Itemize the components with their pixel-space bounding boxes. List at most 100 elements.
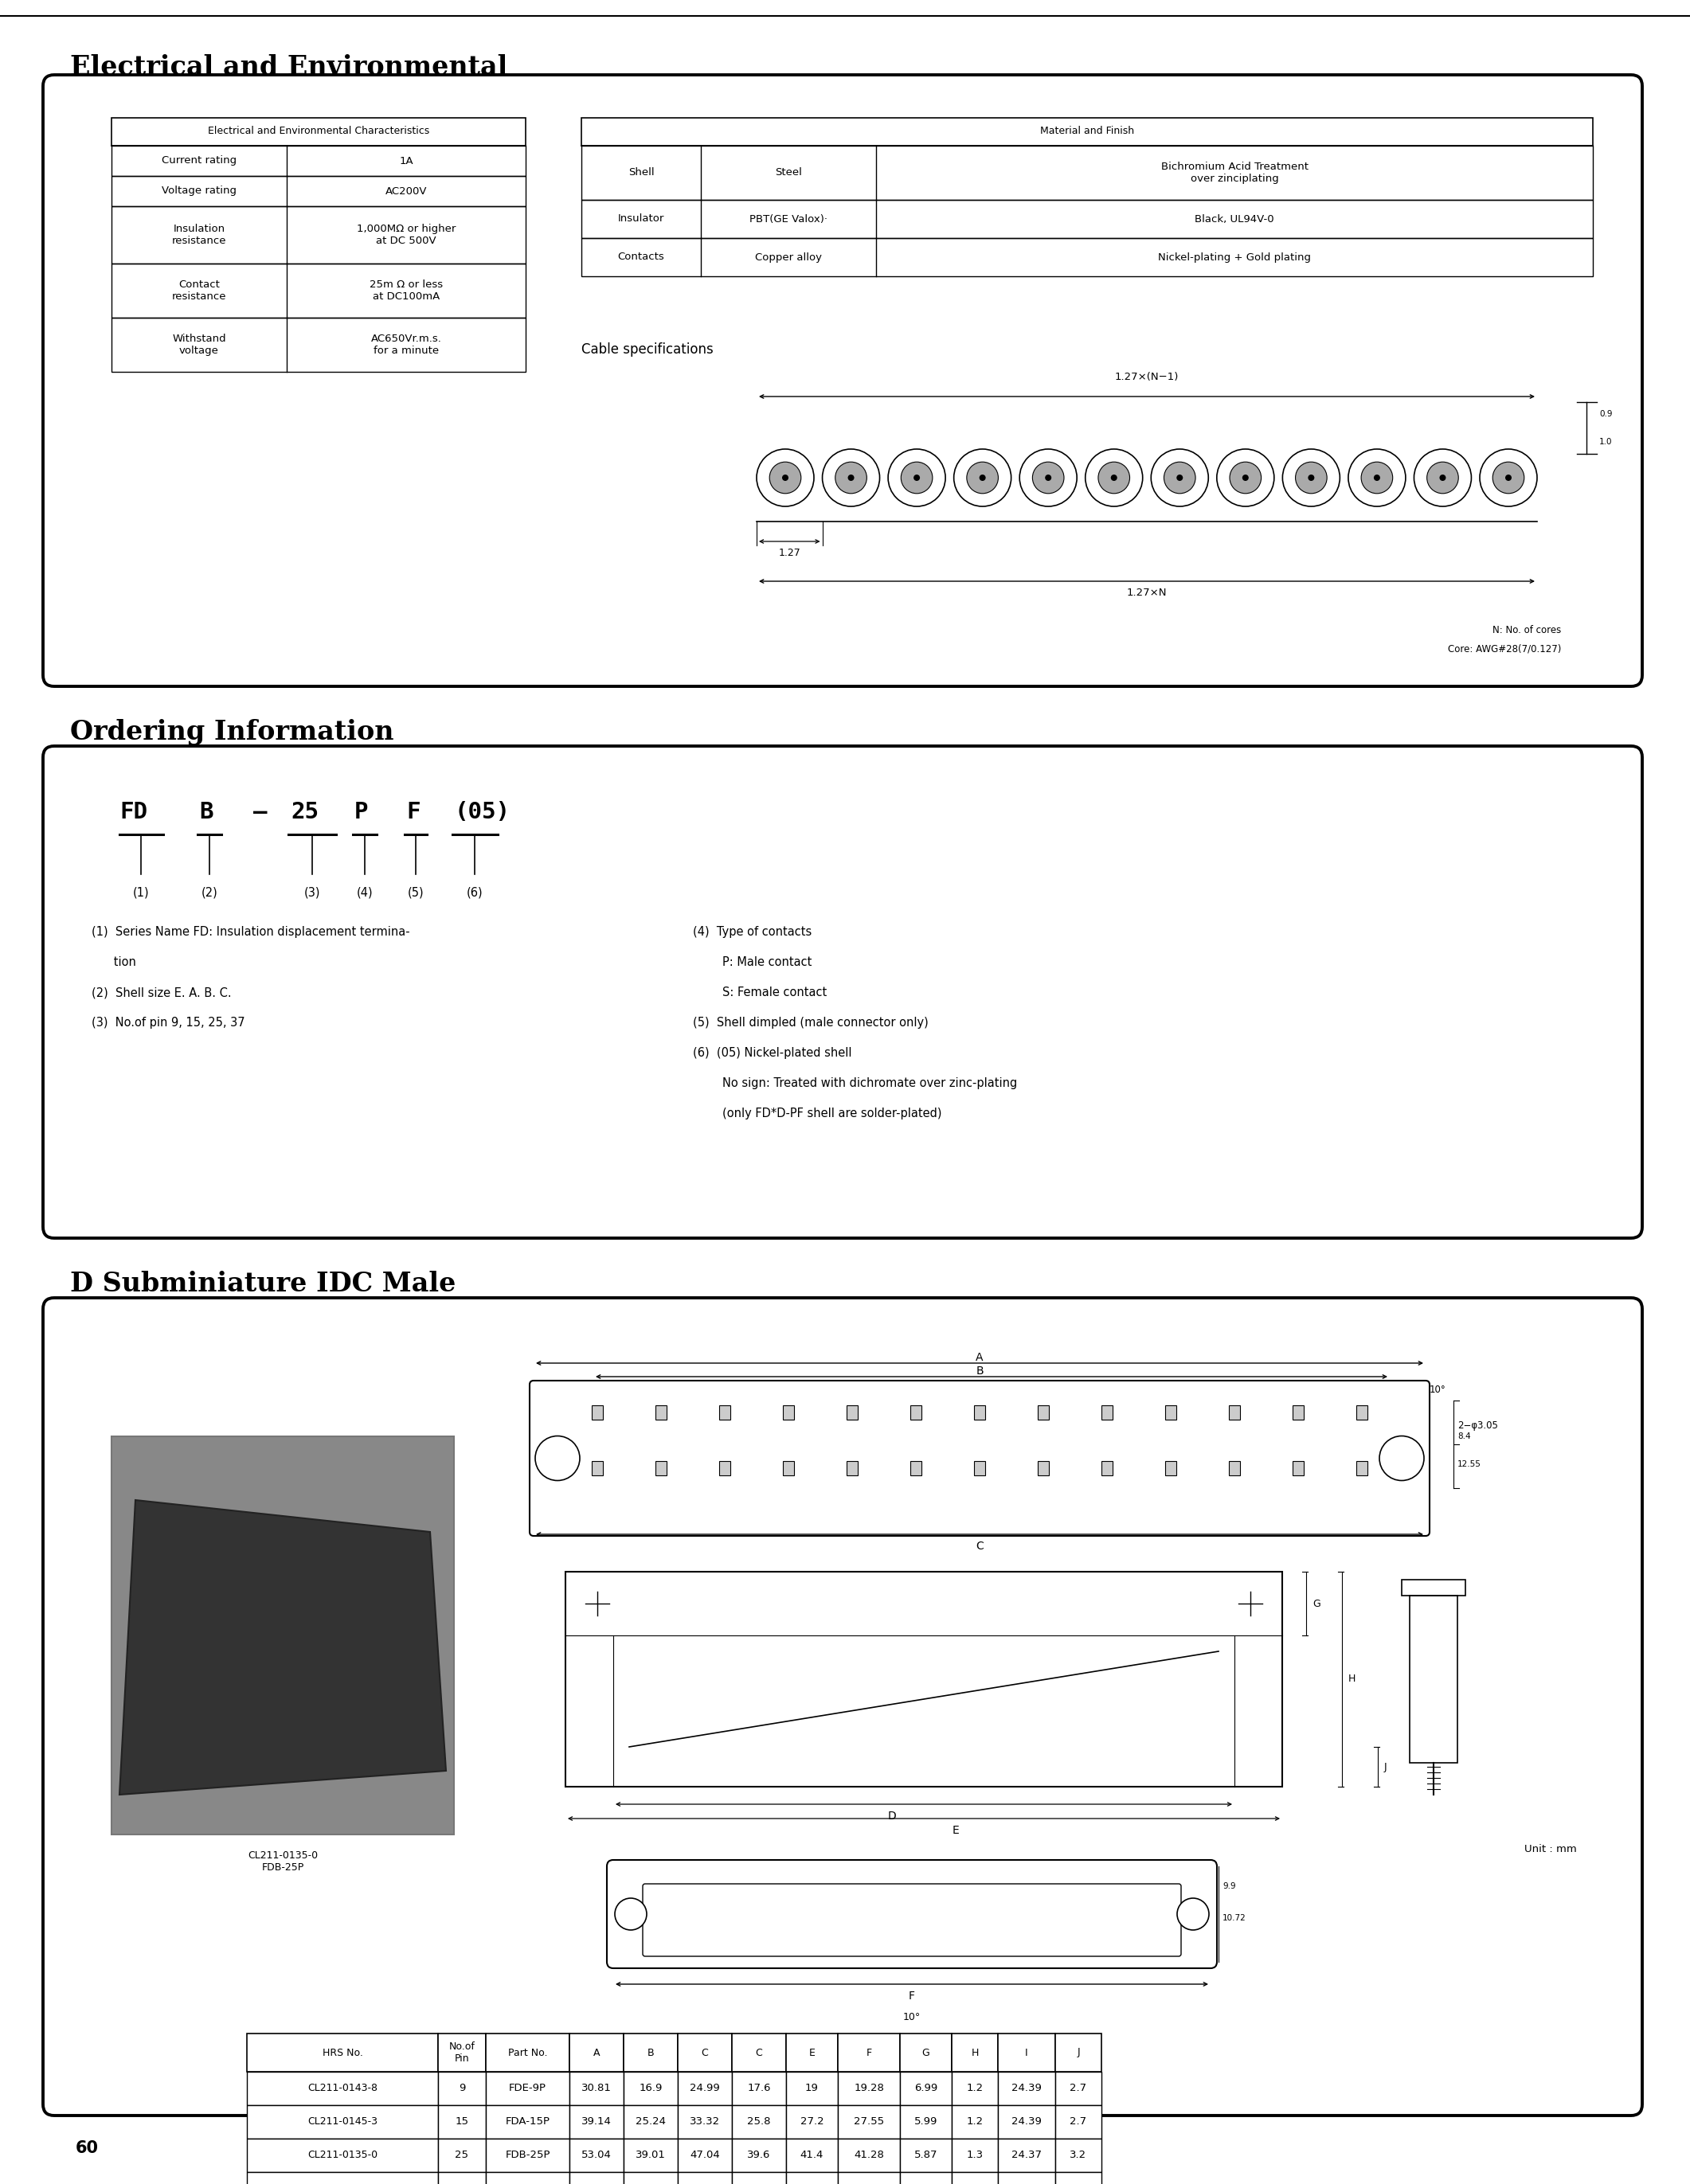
Text: Shell: Shell <box>629 168 654 177</box>
Bar <box>485 2033 570 2073</box>
Circle shape <box>1506 474 1511 480</box>
Circle shape <box>914 474 919 480</box>
Bar <box>1055 2173 1102 2184</box>
Text: I: I <box>1026 2046 1028 2057</box>
Text: C: C <box>755 2046 762 2057</box>
Text: 9: 9 <box>458 2084 465 2094</box>
Text: Insulator: Insulator <box>619 214 664 225</box>
Text: 8.4: 8.4 <box>1457 1433 1470 1439</box>
Text: P: P <box>355 802 368 823</box>
Circle shape <box>615 1898 647 1931</box>
Text: 41.28: 41.28 <box>853 2151 884 2160</box>
Bar <box>997 2138 1055 2173</box>
Text: (6): (6) <box>466 887 483 898</box>
Bar <box>581 238 1594 277</box>
Ellipse shape <box>1164 463 1195 494</box>
Bar <box>624 2073 678 2105</box>
Text: Electrical and Environmental Characteristics: Electrical and Environmental Characteris… <box>208 127 429 138</box>
Text: D: D <box>887 1811 896 1821</box>
FancyBboxPatch shape <box>42 747 1643 1238</box>
FancyBboxPatch shape <box>642 1885 1181 1957</box>
Text: Steel: Steel <box>776 168 803 177</box>
Ellipse shape <box>953 450 1011 507</box>
Text: 0.9: 0.9 <box>1599 411 1612 417</box>
Circle shape <box>782 474 789 480</box>
Bar <box>901 2105 951 2138</box>
Bar <box>901 2033 951 2073</box>
Text: Insulation
resistance: Insulation resistance <box>172 223 226 247</box>
Text: 24.99: 24.99 <box>690 2084 720 2094</box>
Text: 24.39: 24.39 <box>1012 2084 1041 2094</box>
Bar <box>112 146 526 177</box>
Ellipse shape <box>1151 450 1208 507</box>
Text: B: B <box>199 802 213 823</box>
Bar <box>951 2033 997 2073</box>
Ellipse shape <box>769 463 801 494</box>
Bar <box>112 317 526 371</box>
Bar <box>570 2138 624 2173</box>
Bar <box>1164 1461 1176 1476</box>
Text: (6)  (05) Nickel-plated shell: (6) (05) Nickel-plated shell <box>693 1046 852 1059</box>
Bar <box>112 118 526 146</box>
Text: 30.81: 30.81 <box>581 2084 612 2094</box>
Bar <box>591 1404 603 1420</box>
Bar <box>1055 2073 1102 2105</box>
Bar <box>1164 1404 1176 1420</box>
Bar <box>1409 1597 1457 1762</box>
Ellipse shape <box>1349 450 1406 507</box>
Bar <box>786 2138 838 2173</box>
Bar <box>720 1404 730 1420</box>
Bar <box>782 1404 794 1420</box>
Bar <box>838 2033 901 2073</box>
Circle shape <box>1374 474 1381 480</box>
Bar <box>581 118 1594 146</box>
Text: 6.99: 6.99 <box>914 2084 938 2094</box>
Text: (5): (5) <box>407 887 424 898</box>
Bar <box>847 1461 859 1476</box>
Text: J: J <box>1077 2046 1080 2057</box>
Text: CL211-0135-0
FDB-25P: CL211-0135-0 FDB-25P <box>248 1850 318 1872</box>
Bar <box>678 2073 732 2105</box>
Bar <box>973 1404 985 1420</box>
Bar <box>570 2105 624 2138</box>
Text: Cable specifications: Cable specifications <box>581 343 713 356</box>
Text: 1.3: 1.3 <box>967 2151 984 2160</box>
Text: 27.55: 27.55 <box>853 2116 884 2127</box>
Bar <box>656 1461 666 1476</box>
Ellipse shape <box>1296 463 1327 494</box>
Text: 2.7: 2.7 <box>1070 2116 1087 2127</box>
Ellipse shape <box>1098 463 1129 494</box>
Text: B: B <box>647 2046 654 2057</box>
Bar <box>973 1461 985 1476</box>
Ellipse shape <box>1033 463 1065 494</box>
Text: 2−φ3.05: 2−φ3.05 <box>1457 1420 1497 1431</box>
Text: 5.99: 5.99 <box>914 2116 938 2127</box>
Text: 1A: 1A <box>399 155 412 166</box>
Bar <box>1229 1404 1240 1420</box>
Text: PBT(GE Valox)·: PBT(GE Valox)· <box>749 214 828 225</box>
Text: 1.2: 1.2 <box>967 2116 984 2127</box>
Bar <box>838 2173 901 2184</box>
Text: tion: tion <box>91 957 137 968</box>
Circle shape <box>979 474 985 480</box>
Ellipse shape <box>1492 463 1524 494</box>
Ellipse shape <box>1217 450 1274 507</box>
Text: 2.7: 2.7 <box>1070 2084 1087 2094</box>
Text: 25: 25 <box>291 802 319 823</box>
Bar <box>485 2138 570 2173</box>
Ellipse shape <box>887 450 945 507</box>
Bar <box>1357 1404 1367 1420</box>
Bar <box>624 2033 678 2073</box>
Bar <box>247 2173 438 2184</box>
Circle shape <box>1176 474 1183 480</box>
Bar <box>951 2105 997 2138</box>
Text: Contact
resistance: Contact resistance <box>172 280 226 301</box>
Ellipse shape <box>1360 463 1393 494</box>
Text: HRS No.: HRS No. <box>323 2046 363 2057</box>
Text: 15: 15 <box>455 2116 468 2127</box>
Text: H: H <box>1349 1673 1355 1684</box>
Text: 16.9: 16.9 <box>639 2084 662 2094</box>
Bar <box>1357 1461 1367 1476</box>
Text: Contacts: Contacts <box>619 251 664 262</box>
Text: F: F <box>865 2046 872 2057</box>
